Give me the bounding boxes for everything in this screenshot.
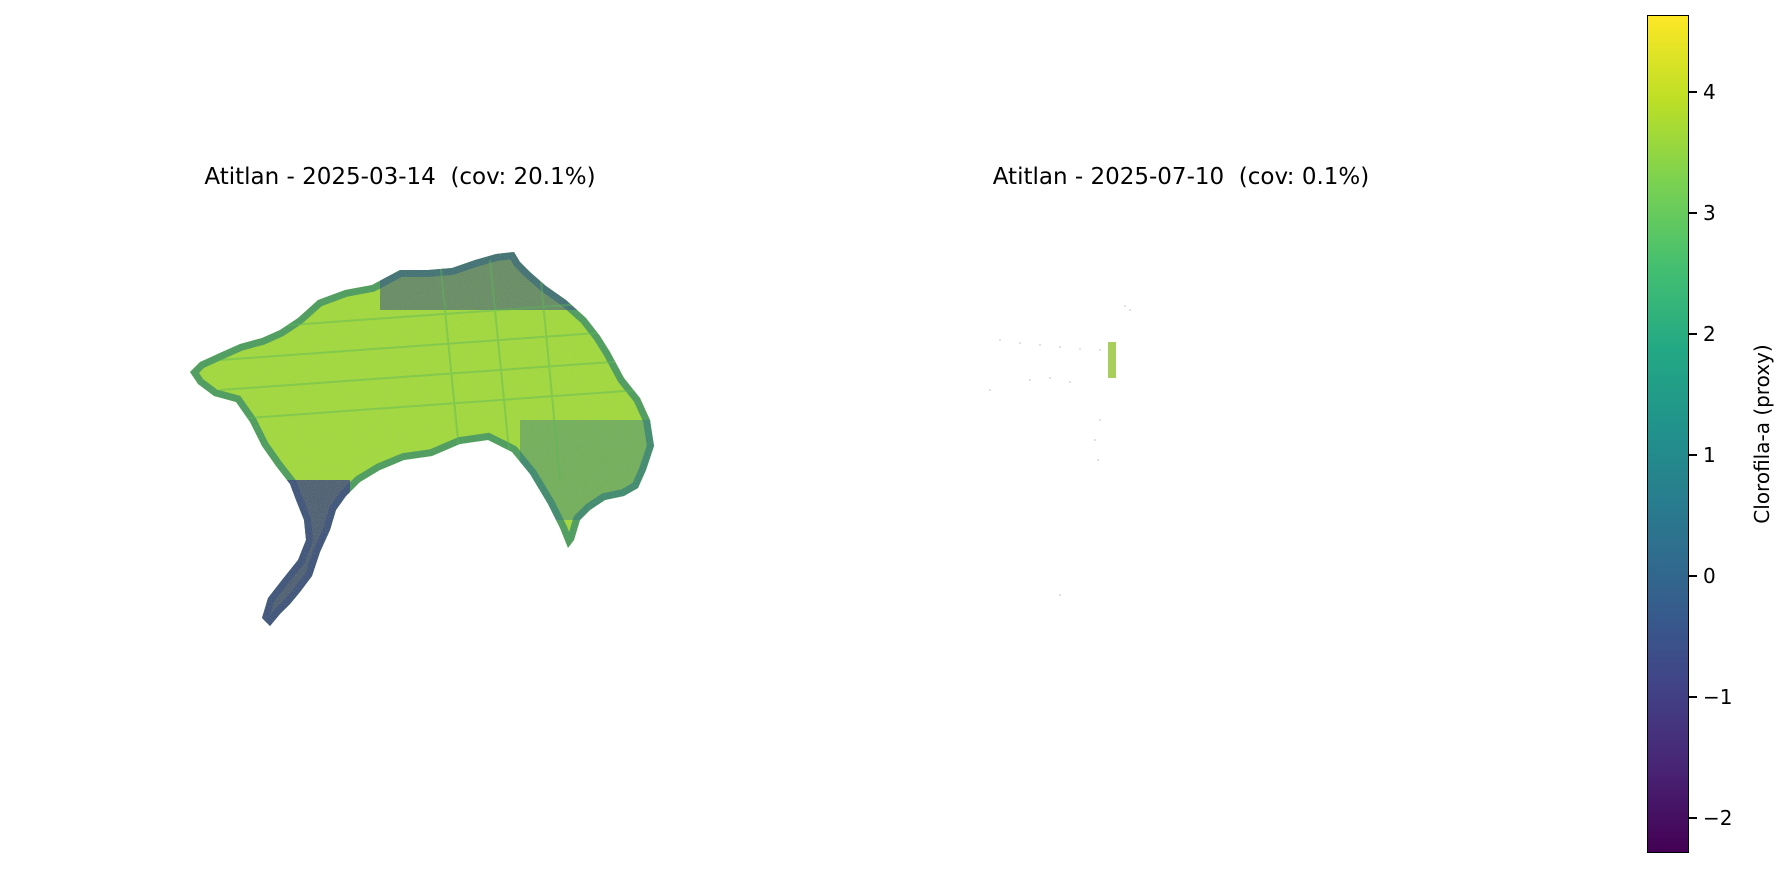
colorbar-tick-label-0: 0 [1703,564,1716,588]
right-lake-pixels [1108,342,1116,378]
right-panel-title: Atitlan - 2025-07-10 (cov: 0.1%) [992,164,1370,190]
colorbar-tick-label-minus-2: −2 [1703,806,1733,830]
colorbar-tick-label-4: 4 [1703,80,1716,104]
colorbar-tick-label-3: 3 [1703,201,1716,225]
colorbar-tick-label-2: 2 [1703,322,1716,346]
colorbar-label: Clorofila-a (proxy) [1750,344,1774,524]
left-panel-title: Atitlan - 2025-03-14 (cov: 20.1%) [204,164,596,190]
colorbar-tick-minus-1 [1689,696,1697,698]
colorbar-tick-4 [1689,91,1697,93]
colorbar-tick-2 [1689,333,1697,335]
colorbar-tick-label-minus-1: −1 [1703,685,1733,709]
colorbar [1647,15,1689,853]
colorbar-tick-3 [1689,212,1697,214]
colorbar-tick-0 [1689,575,1697,577]
colorbar-tick-minus-2 [1689,817,1697,819]
colorbar-tick-1 [1689,454,1697,456]
colorbar-tick-label-1: 1 [1703,443,1716,467]
